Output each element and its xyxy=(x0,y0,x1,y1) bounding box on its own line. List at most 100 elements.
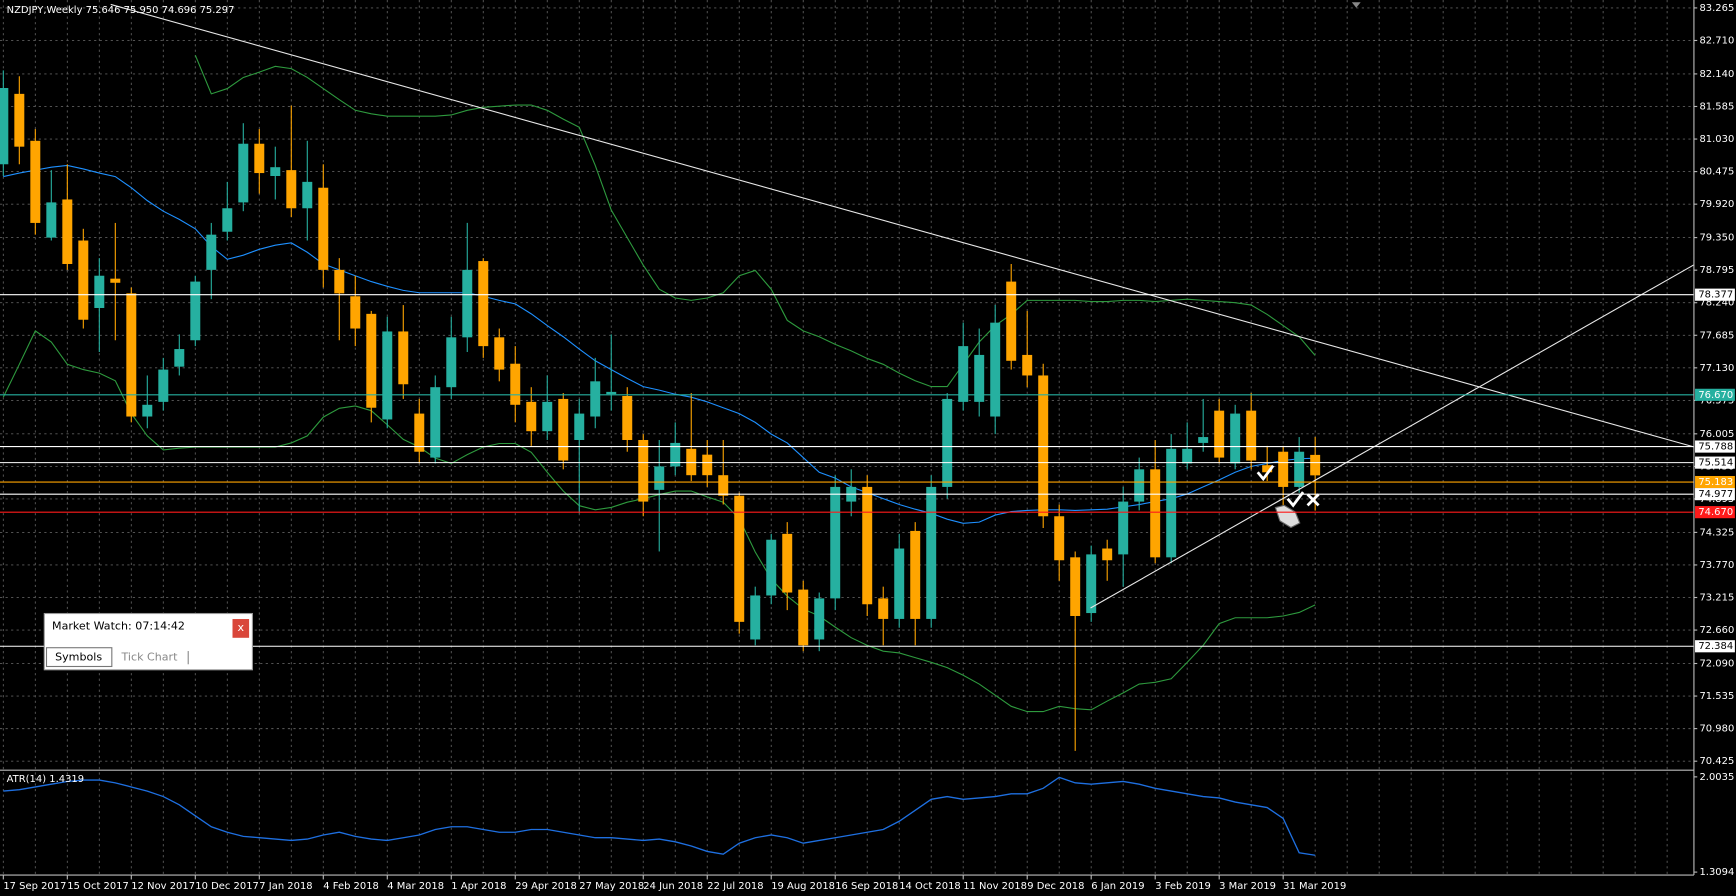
candle-body xyxy=(750,595,761,640)
candle-body xyxy=(830,486,841,599)
atr-title: ATR(14) 1.4319 xyxy=(7,774,84,785)
y-tick-label: 81.030 xyxy=(1699,134,1734,145)
level-label: 75.788 xyxy=(1698,442,1733,453)
level-label-box xyxy=(1695,475,1735,489)
x-tick-label: 16 Sep 2018 xyxy=(835,881,898,892)
level-label-box xyxy=(1695,506,1735,519)
x-tick-label: 27 May 2018 xyxy=(579,881,644,892)
close-button[interactable] xyxy=(232,619,250,638)
candle-body xyxy=(1262,465,1273,473)
candle-body xyxy=(1246,410,1257,461)
candle-body xyxy=(414,413,425,452)
y-tick-label: 76.575 xyxy=(1699,395,1734,406)
candle-body xyxy=(62,199,73,264)
tab-active[interactable] xyxy=(45,647,113,668)
trendline xyxy=(1090,264,1694,609)
candle-body xyxy=(718,475,729,496)
candle-body xyxy=(398,331,409,385)
y-tick-label: 72.090 xyxy=(1699,659,1734,670)
atr-line xyxy=(3,776,1316,856)
y-tick-label: 72.660 xyxy=(1699,625,1734,636)
level-label-box xyxy=(1695,640,1735,653)
candle-body xyxy=(142,404,153,417)
level-label-box xyxy=(1695,288,1735,301)
candle-body xyxy=(574,413,585,440)
candle-body xyxy=(1198,437,1209,443)
x-tick-label: 15 Oct 2017 xyxy=(67,881,129,892)
candle-body xyxy=(702,454,713,476)
main-plot xyxy=(0,54,1321,751)
candle-body xyxy=(110,278,121,283)
candle-body xyxy=(270,167,281,176)
y-tick-label: 78.240 xyxy=(1699,298,1734,309)
x-tick-label: 14 Oct 2018 xyxy=(899,881,961,892)
candle-body xyxy=(462,269,473,338)
candle-body xyxy=(1022,354,1033,376)
candle-body xyxy=(254,143,265,174)
x-tick-label: 3 Mar 2019 xyxy=(1219,881,1276,892)
y-tick-label: 83.265 xyxy=(1699,3,1734,14)
candle-body xyxy=(286,170,297,209)
cross-icon xyxy=(1306,493,1320,507)
candle-body xyxy=(814,598,825,640)
candle-body xyxy=(1134,469,1145,502)
candle-body xyxy=(926,486,937,619)
candle-body xyxy=(190,281,201,341)
y-tick-label: 70.980 xyxy=(1699,724,1734,735)
x-tick-label: 7 Jan 2018 xyxy=(259,881,312,892)
candle-body xyxy=(766,539,777,596)
y-tick-label: 73.770 xyxy=(1699,560,1734,571)
level-label-box xyxy=(1695,388,1735,401)
y-tick-label: 73.215 xyxy=(1699,593,1734,604)
y-tick-label: 81.585 xyxy=(1699,101,1734,112)
x-tick-label: 10 Dec 2017 xyxy=(195,881,259,892)
candle-body xyxy=(1086,554,1097,614)
candle-body xyxy=(958,346,969,402)
levels xyxy=(0,294,1694,647)
x-tick-label: 11 Nov 2018 xyxy=(963,881,1027,892)
candle-body xyxy=(14,93,25,147)
indicator-line xyxy=(3,164,1316,524)
candle-body xyxy=(174,349,185,367)
candle-body xyxy=(94,275,105,308)
market-watch-title: Market Watch: 07:14:42 xyxy=(52,620,185,633)
x-tick-label: 4 Feb 2018 xyxy=(323,881,379,892)
candle-body xyxy=(0,87,9,165)
candle-body xyxy=(526,401,537,432)
y-tick-label: 77.130 xyxy=(1699,363,1734,374)
candle-body xyxy=(734,495,745,622)
candle-body xyxy=(590,381,601,417)
trendlines xyxy=(110,3,1694,609)
candle-body xyxy=(494,337,505,370)
candle-body xyxy=(1006,281,1017,361)
candle-body xyxy=(318,187,329,270)
trendline xyxy=(110,3,1694,448)
close-button-label[interactable]: x xyxy=(238,621,245,634)
candle-body xyxy=(446,337,457,388)
candle-body xyxy=(862,486,873,605)
level-label: 78.377 xyxy=(1698,290,1733,301)
level-label: 75.183 xyxy=(1698,477,1733,488)
candle-body xyxy=(990,322,1001,417)
y-tick-label: 79.350 xyxy=(1699,233,1734,244)
check-icon xyxy=(1256,464,1275,482)
candle-body xyxy=(1054,516,1065,561)
candle-body xyxy=(46,202,57,238)
candle-body xyxy=(510,363,521,405)
candle-body xyxy=(1310,454,1321,476)
tab-label[interactable]: Tick Chart xyxy=(121,651,179,664)
x-tick-label: 9 Dec 2018 xyxy=(1027,881,1084,892)
candle-body xyxy=(782,533,793,593)
candle-body xyxy=(334,269,345,294)
candle-body xyxy=(686,448,697,476)
candle-body xyxy=(542,401,553,432)
y-tick-label: 78.795 xyxy=(1699,265,1734,276)
candle-body xyxy=(622,395,633,440)
level-label-box xyxy=(1695,456,1735,469)
candle-body xyxy=(222,208,233,232)
tab-label[interactable]: Symbols xyxy=(55,651,102,664)
candle-body xyxy=(1070,557,1081,616)
y-tick-label: 77.685 xyxy=(1699,330,1734,341)
shift-marker xyxy=(1351,2,1361,8)
